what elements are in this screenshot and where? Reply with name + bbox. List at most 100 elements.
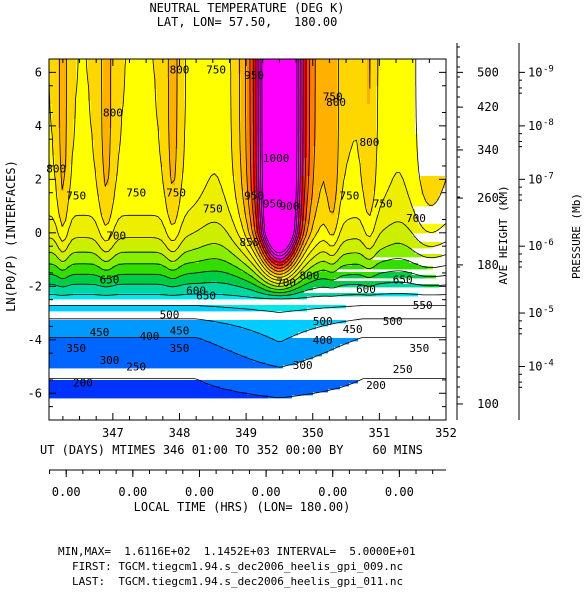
field-cell — [340, 212, 367, 216]
field-cell — [295, 272, 298, 276]
field-cell — [259, 125, 301, 129]
field-cell — [223, 245, 238, 249]
field-cell — [238, 200, 244, 204]
field-cell — [322, 182, 325, 186]
field-cell — [166, 275, 181, 279]
field-cell — [184, 167, 232, 171]
field-cell — [232, 98, 241, 102]
field-cell — [241, 128, 247, 132]
field-cell — [370, 62, 379, 66]
field-cell — [292, 269, 295, 273]
field-cell — [250, 134, 253, 138]
field-cell — [76, 86, 88, 90]
field-cell — [232, 173, 241, 177]
field-cell — [112, 101, 124, 105]
field-cell — [259, 107, 301, 111]
field-cell — [313, 227, 319, 231]
field-cell — [67, 119, 73, 123]
field-cell — [73, 218, 94, 222]
field-cell — [58, 230, 67, 234]
field-cell — [97, 194, 115, 198]
field-cell — [166, 284, 181, 288]
field-cell — [406, 224, 421, 228]
field-cell — [307, 119, 310, 123]
field-cell — [70, 242, 97, 246]
field-cell — [103, 236, 109, 240]
field-cell — [274, 278, 286, 282]
pressure-axis-label: PRESSURE (Mb) — [570, 193, 583, 279]
field-cell — [169, 125, 178, 129]
field-cell — [286, 338, 358, 342]
field-cell — [49, 212, 58, 216]
field-cell — [247, 182, 250, 186]
field-cell — [337, 92, 367, 96]
field-cell — [67, 158, 73, 162]
field-cell — [313, 149, 337, 153]
field-cell — [67, 248, 103, 252]
field-cell — [169, 128, 178, 132]
field-cell — [301, 254, 304, 258]
x-tick-label: 348 — [169, 426, 191, 440]
field-cell — [304, 188, 307, 192]
field-cell — [244, 242, 250, 246]
field-cell — [235, 224, 241, 228]
field-cell — [103, 215, 112, 219]
field-cell — [67, 83, 76, 87]
field-cell — [304, 185, 307, 189]
field-cell — [292, 245, 295, 249]
field-cell — [49, 257, 58, 261]
field-cell — [307, 275, 340, 279]
field-cell — [325, 185, 337, 189]
field-cell — [340, 275, 364, 279]
field-cell — [304, 68, 307, 72]
field-cell — [184, 101, 232, 105]
field-cell — [112, 95, 124, 99]
field-cell — [49, 329, 250, 333]
field-cell — [301, 128, 304, 132]
field-cell — [250, 62, 253, 66]
field-cell — [64, 224, 70, 228]
field-cell — [250, 83, 253, 87]
field-cell — [337, 104, 376, 108]
field-cell — [112, 257, 166, 261]
contour-line-1100 — [259, 59, 300, 257]
field-cell — [259, 248, 262, 252]
field-cell — [307, 95, 310, 99]
field-cell — [49, 338, 202, 342]
field-cell — [67, 122, 73, 126]
field-cell — [178, 62, 184, 66]
field-cell — [115, 197, 166, 201]
field-cell — [121, 215, 157, 219]
y-axis-label: LN(P0/P) (INTERFACES) — [4, 160, 18, 312]
field-cell — [256, 152, 259, 156]
field-cell — [343, 185, 361, 189]
field-cell — [55, 188, 61, 192]
field-cell — [232, 161, 241, 165]
field-cell — [253, 83, 256, 87]
field-cell — [178, 257, 238, 261]
contour-line-200 — [49, 378, 446, 399]
field-cell — [307, 254, 316, 258]
field-cell — [49, 200, 58, 204]
field-cell — [49, 89, 58, 93]
contour-label: 650 — [393, 274, 413, 287]
field-cell — [271, 269, 274, 273]
field-cell — [49, 365, 277, 369]
field-cell — [154, 62, 169, 66]
field-cell — [283, 263, 289, 267]
field-cell — [178, 233, 190, 237]
field-cell — [253, 137, 256, 141]
field-cell — [250, 131, 253, 135]
field-cell — [61, 149, 67, 153]
field-cell — [388, 245, 406, 249]
field-cell — [103, 113, 112, 117]
field-cell — [325, 188, 337, 192]
field-cell — [217, 176, 235, 180]
field-cell — [112, 230, 166, 234]
field-cell — [250, 89, 253, 93]
field-cell — [250, 155, 253, 159]
field-cell — [370, 212, 379, 216]
field-cell — [310, 200, 319, 204]
field-cell — [49, 95, 58, 99]
field-cell — [232, 119, 241, 123]
